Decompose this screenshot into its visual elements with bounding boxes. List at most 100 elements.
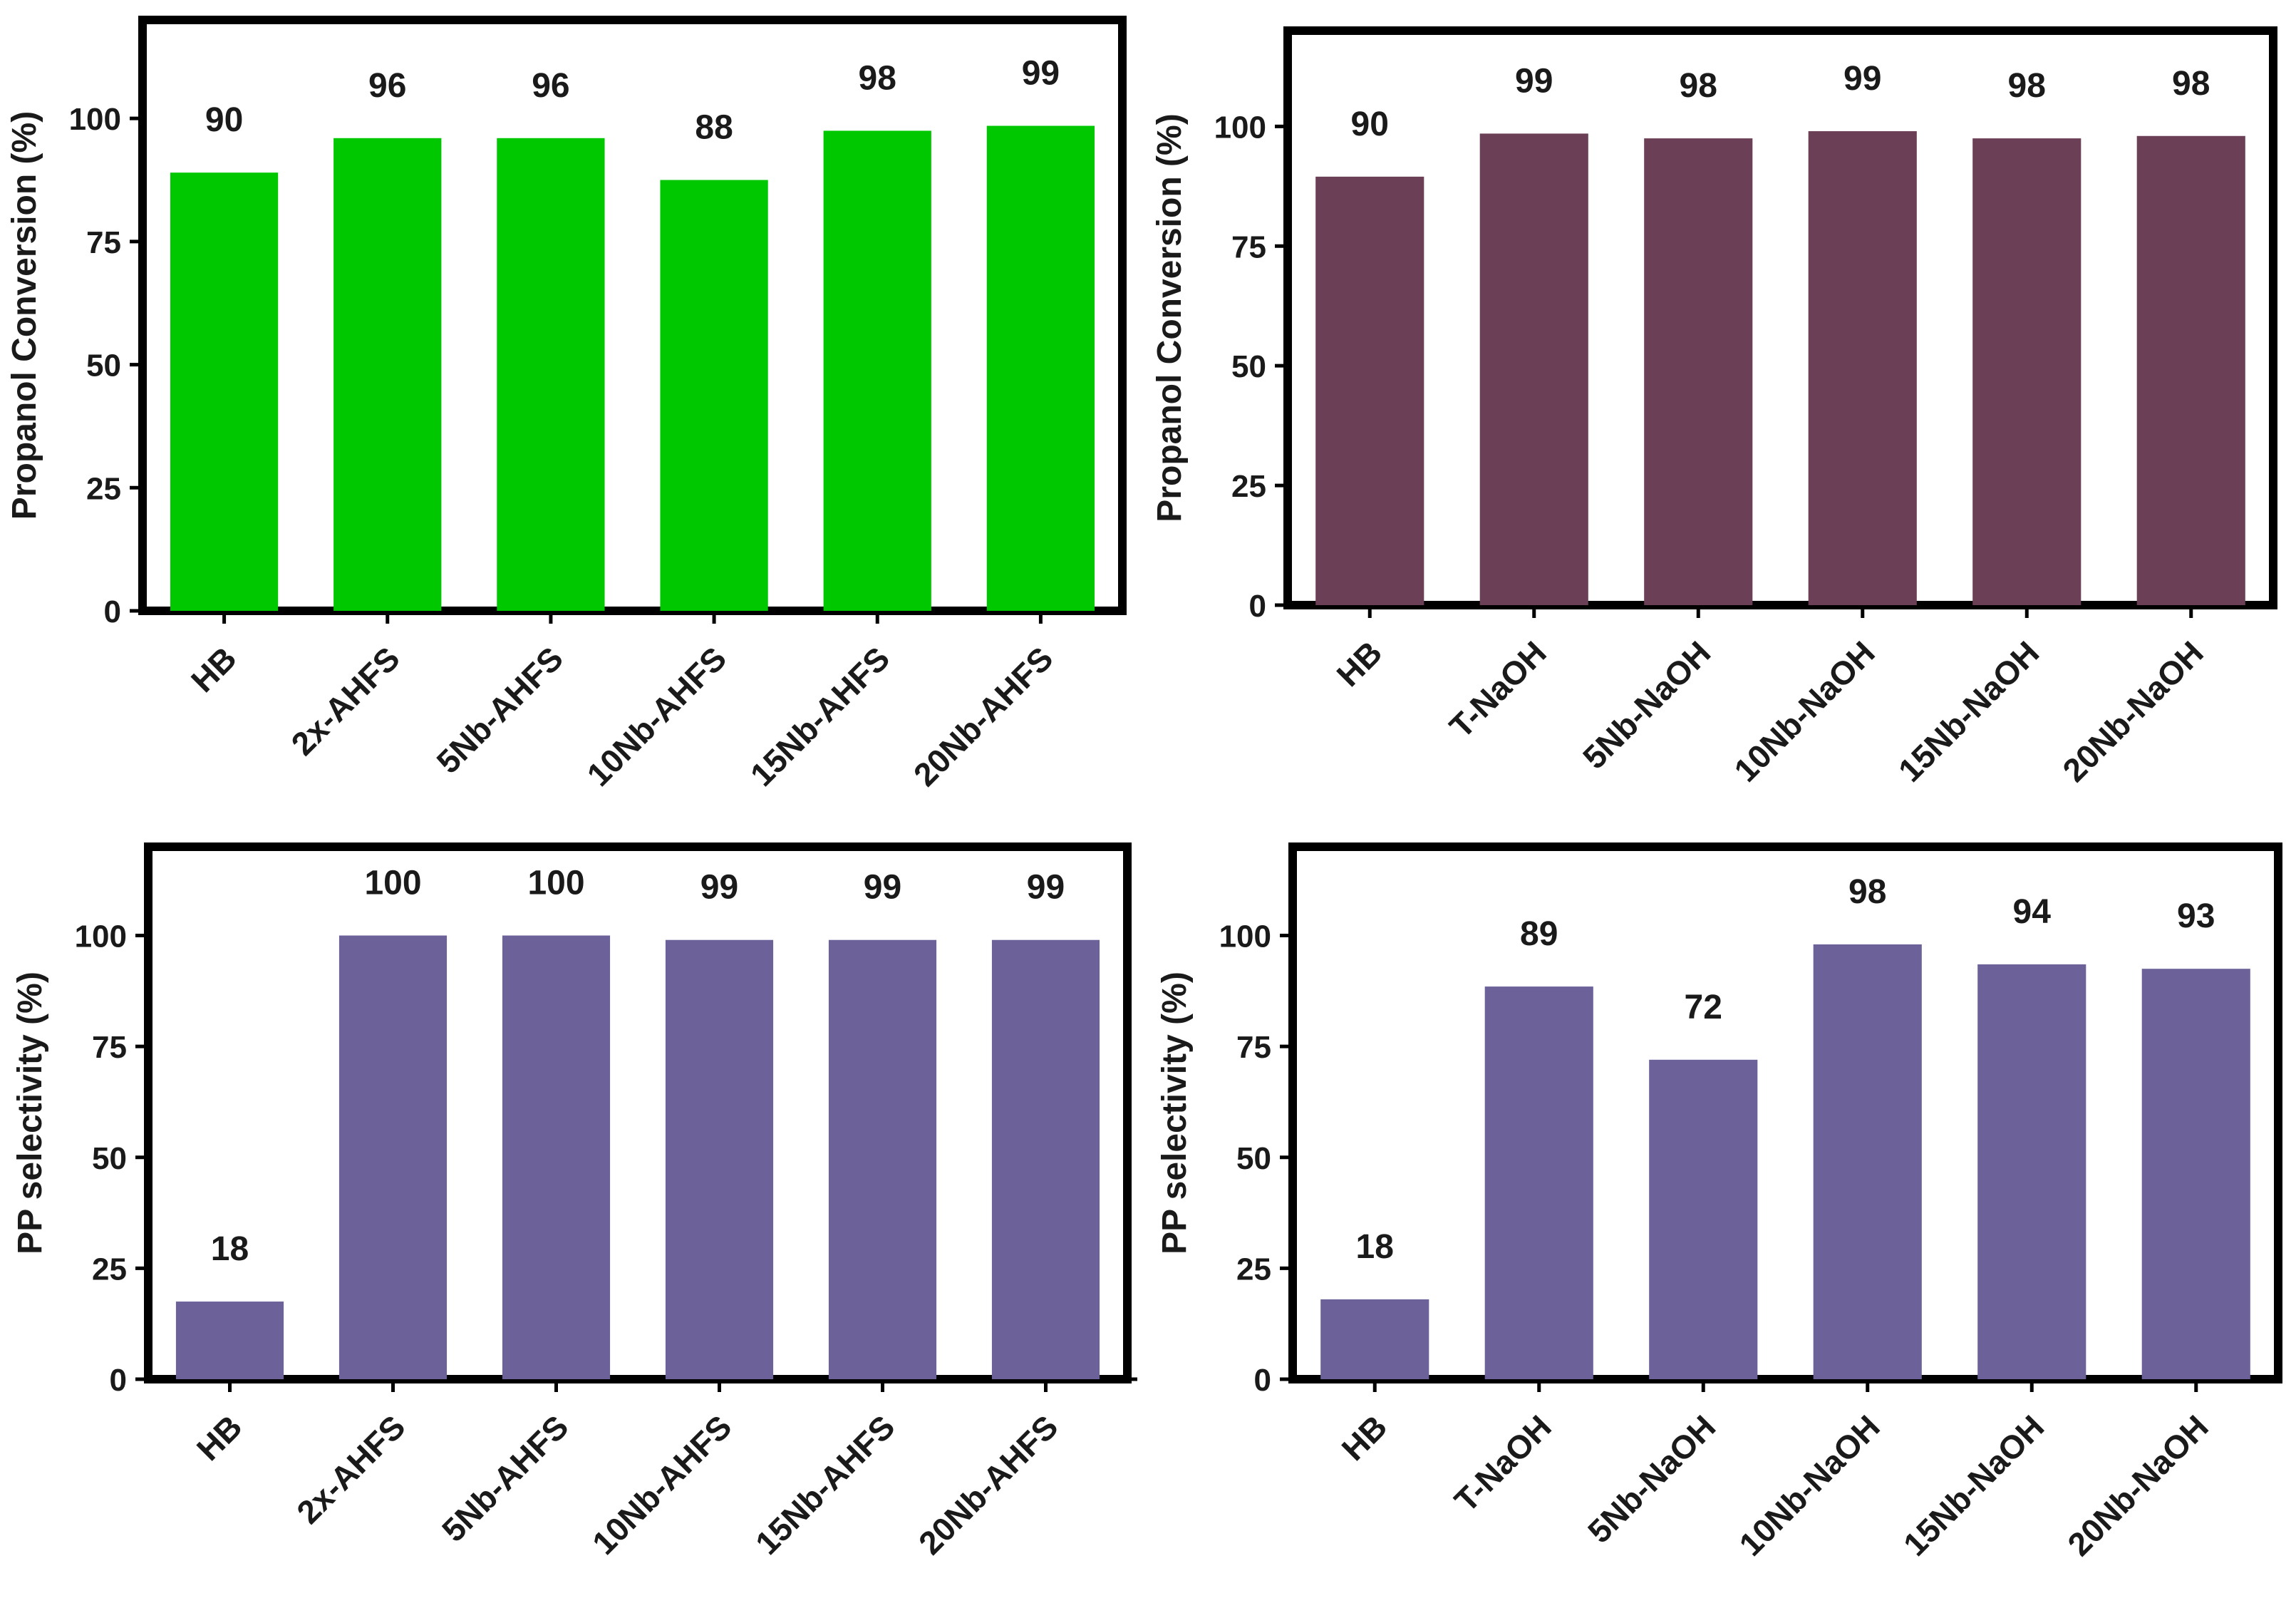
- plot-frame: [138, 16, 1127, 615]
- data-label-5Nb-AHFS: 96: [532, 67, 569, 105]
- bar-20Nb-AHFS: [991, 939, 1100, 1379]
- data-label-15Nb-AHFS: 98: [859, 59, 896, 97]
- category-label-5Nb-AHFS: 5Nb-AHFS: [429, 639, 570, 780]
- data-label-2x-AHFS: 100: [364, 865, 421, 902]
- data-label-5Nb-NaOH: 72: [1685, 989, 1722, 1026]
- y-tick-label: 75: [92, 1030, 127, 1065]
- category-label-2x-AHFS: 2x-AHFS: [284, 639, 406, 762]
- data-label-HB: 90: [205, 101, 243, 139]
- data-label-20Nb-AHFS: 99: [1027, 869, 1065, 907]
- bar-10Nb-AHFS: [665, 939, 774, 1379]
- data-label-5Nb-NaOH: 98: [1680, 67, 1717, 105]
- bar-HB: [1315, 176, 1424, 605]
- category-label-20Nb-AHFS: 20Nb-AHFS: [911, 1408, 1065, 1562]
- y-tick-label: 50: [92, 1141, 127, 1176]
- y-tick-label: 100: [1219, 919, 1271, 954]
- bar-5Nb-NaOH: [1644, 138, 1753, 605]
- plot-frame: [144, 842, 1132, 1383]
- y-axis-label: PP selectivity (%): [1156, 972, 1194, 1254]
- bar-5Nb-AHFS: [497, 138, 605, 612]
- y-axis-label: Propanol Conversion (%): [1151, 113, 1189, 522]
- category-label-HB: HB: [190, 1408, 249, 1468]
- category-label-15Nb-NaOH: 15Nb-NaOH: [1891, 634, 2047, 789]
- data-label-HB: 18: [211, 1230, 249, 1268]
- bar-15Nb-NaOH: [1977, 964, 2086, 1379]
- y-tick-label: 0: [1249, 589, 1266, 624]
- data-label-T-NaOH: 89: [1520, 915, 1558, 953]
- data-label-HB: 90: [1351, 105, 1389, 143]
- y-tick-label: 50: [86, 349, 121, 383]
- bar-T-NaOH: [1484, 986, 1593, 1379]
- bar-2x-AHFS: [333, 138, 442, 612]
- plot-frame: [1283, 26, 2277, 609]
- data-label-15Nb-NaOH: 98: [2008, 67, 2046, 105]
- data-label-10Nb-NaOH: 98: [1848, 873, 1886, 911]
- data-label-10Nb-AHFS: 99: [700, 869, 738, 907]
- chart-panel-top-left: 0 25 50 75 100 Propanol Conversion (%) 90 HB 96 2…: [6, 16, 1127, 793]
- plot-frame: [1288, 842, 2282, 1383]
- y-tick-label: 0: [110, 1363, 127, 1398]
- y-tick-label: 0: [104, 594, 121, 629]
- data-label-10Nb-AHFS: 88: [695, 109, 733, 147]
- y-tick-label: 100: [75, 919, 127, 954]
- chart-panel-bottom-left: 0 25 50 75 100 PP selectivity (%) 18 HB 100 2x-AH…: [11, 842, 1137, 1562]
- category-label-2x-AHFS: 2x-AHFS: [289, 1408, 412, 1530]
- bar-20Nb-NaOH: [2136, 135, 2245, 605]
- data-label-20Nb-NaOH: 98: [2172, 65, 2210, 103]
- bar-HB: [175, 1302, 284, 1379]
- data-label-T-NaOH: 99: [1515, 62, 1553, 100]
- y-tick-label: 25: [1236, 1252, 1271, 1287]
- y-tick-label: 50: [1236, 1141, 1271, 1176]
- data-label-15Nb-AHFS: 99: [864, 869, 901, 907]
- bar-5Nb-NaOH: [1649, 1059, 1758, 1379]
- y-tick-label: 0: [1254, 1363, 1271, 1398]
- bar-15Nb-AHFS: [823, 130, 931, 611]
- data-label-20Nb-AHFS: 99: [1022, 55, 1060, 93]
- chart-panel-bottom-right: 0 25 50 75 100 PP selectivity (%) 18 HB 89 T-NaOH…: [1156, 842, 2282, 1563]
- category-label-5Nb-NaOH: 5Nb-NaOH: [1581, 1408, 1722, 1550]
- y-tick-label: 75: [1231, 230, 1266, 264]
- category-label-15Nb-AHFS: 15Nb-AHFS: [743, 639, 897, 793]
- y-tick-label: 100: [69, 102, 121, 137]
- category-label-20Nb-NaOH: 20Nb-NaOH: [2055, 634, 2210, 789]
- data-label-10Nb-NaOH: 99: [1843, 60, 1881, 98]
- bar-20Nb-NaOH: [2141, 969, 2250, 1379]
- category-label-T-NaOH: T-NaOH: [1447, 1408, 1558, 1519]
- bar-15Nb-NaOH: [1972, 138, 2082, 605]
- y-tick-label: 75: [1236, 1030, 1271, 1065]
- data-label-HB: 18: [1356, 1228, 1394, 1266]
- bar-10Nb-AHFS: [660, 180, 768, 612]
- category-label-10Nb-NaOH: 10Nb-NaOH: [1727, 634, 1882, 789]
- bar-5Nb-AHFS: [502, 935, 611, 1379]
- category-label-HB: HB: [184, 639, 244, 699]
- y-tick-label: 25: [1231, 469, 1266, 504]
- category-label-15Nb-AHFS: 15Nb-AHFS: [748, 1408, 902, 1562]
- y-tick-label: 25: [86, 471, 121, 506]
- category-label-HB: HB: [1335, 1408, 1395, 1468]
- category-label-5Nb-NaOH: 5Nb-NaOH: [1576, 634, 1717, 775]
- category-label-HB: HB: [1330, 634, 1390, 694]
- data-label-2x-AHFS: 96: [368, 67, 406, 105]
- data-label-15Nb-NaOH: 94: [2013, 893, 2052, 931]
- bar-2x-AHFS: [338, 935, 448, 1379]
- y-axis-label: Propanol Conversion (%): [6, 111, 43, 520]
- y-tick-label: 25: [92, 1252, 127, 1287]
- y-tick-label: 50: [1231, 349, 1266, 384]
- bar-10Nb-NaOH: [1808, 131, 1917, 606]
- category-label-5Nb-AHFS: 5Nb-AHFS: [435, 1408, 576, 1549]
- chart-panel-top-right: 0 25 50 75 100 Propanol Conversion (%) 90 HB 99 T…: [1151, 26, 2277, 789]
- bar-20Nb-AHFS: [986, 125, 1095, 611]
- y-axis-label: PP selectivity (%): [11, 972, 49, 1254]
- y-tick-label: 100: [1214, 110, 1266, 145]
- bar-15Nb-AHFS: [828, 939, 937, 1379]
- bar-T-NaOH: [1479, 133, 1588, 606]
- bar-10Nb-NaOH: [1813, 944, 1922, 1379]
- data-label-20Nb-NaOH: 93: [2177, 897, 2215, 935]
- bar-HB: [170, 172, 279, 612]
- category-label-10Nb-AHFS: 10Nb-AHFS: [579, 639, 733, 793]
- data-label-5Nb-AHFS: 100: [527, 865, 584, 902]
- bar-HB: [1320, 1299, 1429, 1379]
- category-label-10Nb-AHFS: 10Nb-AHFS: [585, 1408, 739, 1562]
- y-tick-label: 75: [86, 225, 121, 260]
